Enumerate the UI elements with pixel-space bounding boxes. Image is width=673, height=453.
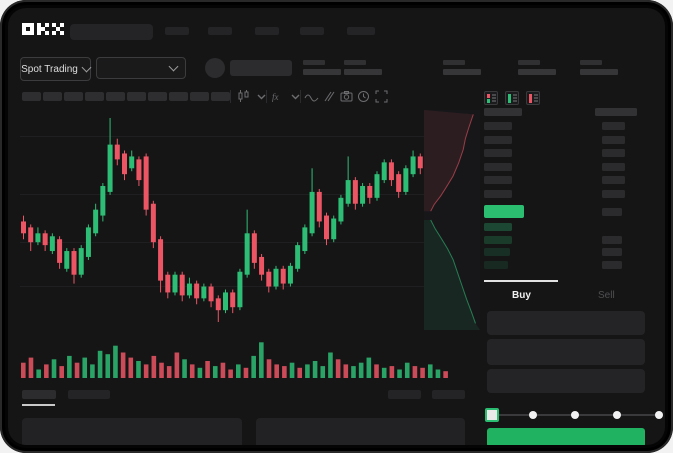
timeframe-button[interactable] [211,92,230,101]
chevron-down-icon[interactable] [288,89,303,104]
chevron-down-icon [81,62,92,73]
chevron-down-icon [168,61,179,72]
orderbook-bar [484,149,512,157]
bottom-tab[interactable] [68,390,110,399]
camera-icon[interactable] [339,89,354,104]
orderbook-bar [484,260,508,269]
orderbook-bar [484,189,512,198]
candlestick-chart[interactable] [20,110,424,330]
ticker-stat [580,60,620,76]
orders-table-placeholder [22,418,242,445]
orderbook-bar [602,248,622,256]
orderbook-bar [602,208,622,216]
slider-handle[interactable] [485,408,499,422]
tab-buy[interactable]: Buy [512,290,531,301]
orderbook-bar [484,223,512,231]
amount-input[interactable] [487,339,645,365]
orderbook-bar [602,122,625,130]
nav-item[interactable] [347,27,375,35]
okx-logo [22,23,64,35]
clock-icon[interactable] [356,89,371,104]
nav-item[interactable] [208,27,232,35]
timeframe-button[interactable] [106,92,125,101]
market-type-dropdown[interactable]: Spot Trading [20,57,92,81]
timeframe-button[interactable] [43,92,62,101]
search-input[interactable] [70,24,153,40]
timeframe-button[interactable] [148,92,167,101]
chevron-down-icon[interactable] [254,89,269,104]
market-type-label: Spot Trading [21,63,78,75]
timeframe-button[interactable] [169,92,188,101]
orderbook-bar [484,248,510,256]
book-bids-icon[interactable] [505,91,519,105]
orderbook-bar [484,108,522,116]
orderbook-bar [484,135,512,144]
ticker-stat [443,60,483,76]
compare-icon[interactable] [321,89,336,104]
bottom-tab-underline [22,404,55,406]
toolbar-separator [230,90,231,103]
slider-stop[interactable] [613,411,621,419]
fullscreen-icon[interactable] [374,89,389,104]
timeframe-button[interactable] [190,92,209,101]
timeframe-button[interactable] [64,92,83,101]
timeframe-button[interactable] [127,92,146,101]
nav-item[interactable] [165,27,189,35]
bottom-tab-active[interactable] [22,390,56,399]
orderbook-bar [602,162,625,171]
candle-style-icon[interactable] [236,89,251,104]
slider-stop[interactable] [655,411,663,419]
last-price-highlight[interactable] [484,205,524,218]
active-tab-indicator [484,280,558,282]
slider-stop[interactable] [529,411,537,419]
svg-text:fx: fx [272,92,279,102]
coin-avatar [205,58,225,78]
bottom-action[interactable] [432,390,465,399]
orderbook-bar [595,108,637,116]
tab-sell[interactable]: Sell [598,290,615,301]
book-combined-icon[interactable] [484,91,498,105]
timeframe-button[interactable] [85,92,104,101]
nav-item[interactable] [300,27,324,35]
orderbook-bar [602,176,625,184]
ticker-stat [344,60,384,76]
gridline [20,286,424,287]
orderbook-bar [484,176,512,184]
book-asks-icon[interactable] [526,91,540,105]
trading-app-window: Spot Trading fx Buy Sell [8,8,665,445]
orderbook-bar [602,260,622,269]
history-table-placeholder [256,418,465,445]
line-style-icon[interactable] [304,89,319,104]
orderbook-bar [602,149,625,157]
timeframe-button[interactable] [22,92,41,101]
ticker-stat [303,60,343,76]
total-input[interactable] [487,369,645,393]
depth-chart[interactable] [424,110,480,330]
nav-item[interactable] [255,27,279,35]
pair-name-placeholder [230,60,292,76]
price-input[interactable] [487,311,645,335]
gridline [20,242,424,243]
orderbook-bar [484,235,512,244]
ticker-stat [518,60,558,76]
orderbook-bar [484,122,512,130]
gridline [20,193,424,195]
bottom-action[interactable] [388,390,421,399]
toolbar-separator [266,90,267,103]
orderbook-bar [484,162,512,171]
orderbook-bar [602,189,625,198]
pair-selector-dropdown[interactable] [96,57,186,79]
gridline [20,136,424,138]
buy-submit-button[interactable] [487,428,645,445]
orderbook-bar [602,235,622,244]
volume-bars [21,342,448,378]
indicator-fx-icon[interactable]: fx [270,89,285,104]
slider-stop[interactable] [571,411,579,419]
orderbook-bar [602,135,625,144]
toolbar-separator [300,90,301,103]
